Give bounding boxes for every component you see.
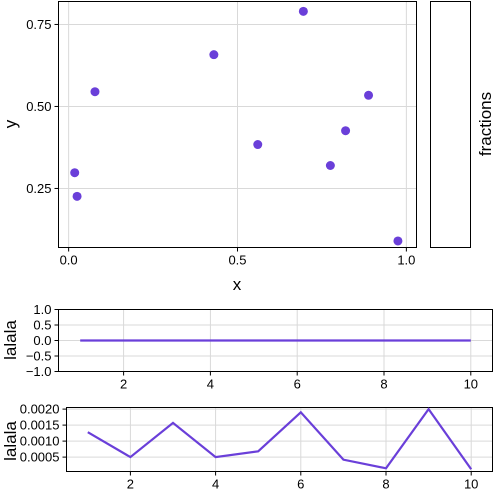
scatter-y-axis-label: y xyxy=(1,119,20,128)
scatter-x-tick-label: 0.5 xyxy=(228,253,246,268)
line2-x-tick-label: 10 xyxy=(464,477,478,492)
scatter-y-tick-label: 0.25 xyxy=(26,181,51,196)
line1-y-tick-label: 0.0 xyxy=(33,333,51,348)
scatter-point xyxy=(298,6,308,16)
scatter-point xyxy=(90,87,100,97)
scatter-point xyxy=(325,161,335,170)
line2-y-tick-label: 0.0005 xyxy=(20,450,60,465)
scatter-point xyxy=(341,126,351,136)
line2-y-tick-label: 0.0015 xyxy=(20,418,60,433)
scatter-points xyxy=(70,6,403,246)
line1-y-axis-label: lalala xyxy=(1,320,20,360)
line1-x-tick-label: 2 xyxy=(120,377,127,392)
scatter-x-axis-label: x xyxy=(233,275,242,294)
line2-y-tick-label: 0.0020 xyxy=(20,402,60,417)
scatter-ticks: 0.0 0.5 1.0 0.25 0.50 0.75 xyxy=(26,17,415,268)
line2-grid xyxy=(66,407,493,472)
line2-x-tick-label: 2 xyxy=(127,477,134,492)
scatter-point xyxy=(72,191,82,201)
line1-x-tick-label: 8 xyxy=(380,377,387,392)
scatter-point xyxy=(393,236,403,246)
scatter-x-tick-label: 0.0 xyxy=(60,253,78,268)
line2-series-line xyxy=(87,407,473,470)
scatter-point xyxy=(70,168,80,178)
line1-x-tick-label: 6 xyxy=(294,377,301,392)
scatter-point xyxy=(364,90,374,100)
line1-y-tick-label: −1.0 xyxy=(26,364,52,379)
line1-y-tick-label: 1.0 xyxy=(33,302,51,317)
line1-x-tick-label: 4 xyxy=(207,377,214,392)
line1-x-tick-label: 10 xyxy=(464,377,478,392)
line2-axes-frame xyxy=(66,407,493,472)
line1-ticks: 2 4 6 8 10 1.00.50.0−0.5−1.0 xyxy=(26,302,478,392)
line1-y-tick-label: −0.5 xyxy=(26,349,52,364)
fractions-panel xyxy=(430,1,471,248)
scatter-point xyxy=(253,140,263,150)
fractions-label: fractions xyxy=(476,92,495,156)
scatter-grid xyxy=(58,1,417,248)
line2-x-tick-label: 4 xyxy=(212,477,219,492)
line2-y-axis-label: lalala xyxy=(1,421,20,461)
scatter-y-tick-label: 0.50 xyxy=(26,99,51,114)
line2-x-tick-label: 6 xyxy=(297,477,304,492)
scatter-point xyxy=(209,50,219,60)
scatter-y-tick-label: 0.75 xyxy=(26,17,51,32)
line1-y-tick-label: 0.5 xyxy=(33,318,51,333)
line2-y-tick-label: 0.0010 xyxy=(20,434,60,449)
line2-x-tick-label: 8 xyxy=(382,477,389,492)
scatter-x-tick-label: 1.0 xyxy=(397,253,415,268)
line2-series xyxy=(87,407,473,470)
